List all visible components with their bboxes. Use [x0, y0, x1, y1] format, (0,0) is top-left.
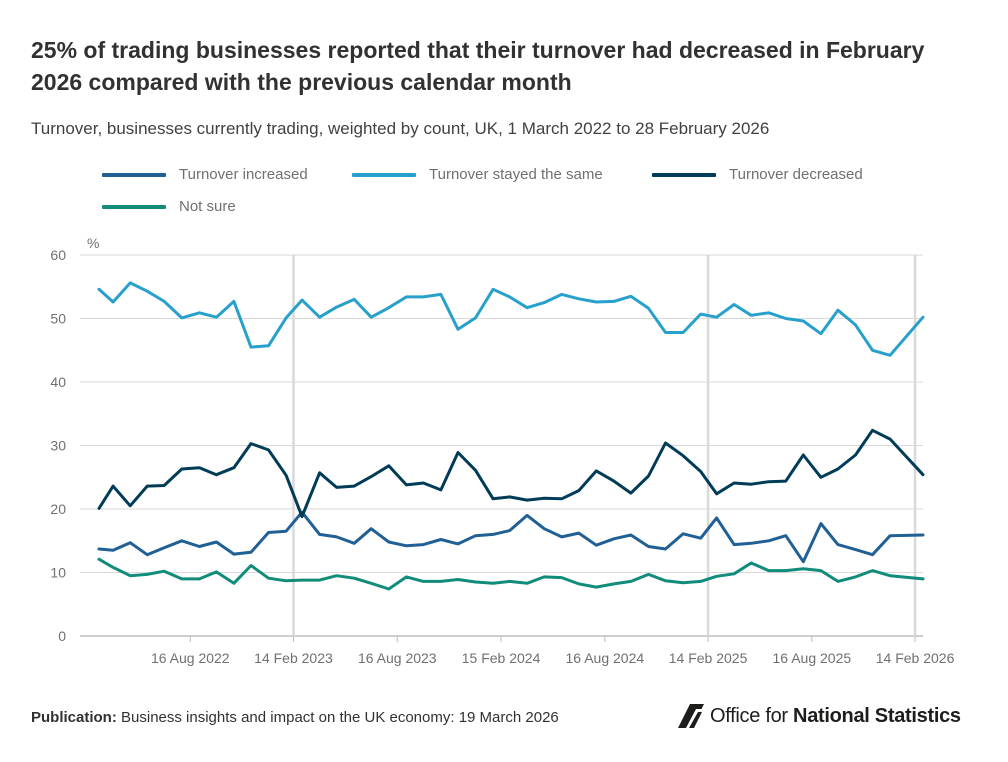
series-line-increased — [97, 510, 925, 564]
series-line-not-sure — [97, 557, 925, 591]
publication-label: Publication: — [31, 709, 117, 726]
legend-swatch-decreased — [652, 172, 716, 177]
series-line-same — [97, 281, 925, 357]
x-tick-label-1: 14 Feb 2023 — [254, 650, 333, 666]
legend-swatch-increased — [102, 172, 166, 177]
chart-subtitle: Turnover, businesses currently trading, … — [31, 119, 770, 138]
y-axis-label: % — [87, 235, 99, 251]
logo-text-regular: Office for — [710, 704, 788, 727]
x-tick-label-6: 16 Aug 2025 — [773, 650, 852, 666]
y-tick-label-0: 0 — [58, 628, 66, 644]
x-tick-label-4: 16 Aug 2024 — [566, 650, 645, 666]
legend-label-same: Turnover stayed the same — [429, 166, 603, 183]
legend-label-increased: Turnover increased — [179, 166, 308, 183]
publication-footer: Publication: Business insights and impac… — [31, 709, 559, 726]
legend-item-turnover-same: Turnover stayed the same — [352, 166, 603, 183]
y-tick-label-10: 10 — [50, 565, 66, 581]
legend-item-turnover-increased: Turnover increased — [102, 166, 308, 183]
chart-title: 25% of trading businesses reported that … — [31, 37, 925, 95]
legend-item-turnover-decreased: Turnover decreased — [652, 166, 863, 183]
y-tick-label-60: 60 — [50, 247, 66, 263]
publication-text: Business insights and impact on the UK e… — [121, 709, 559, 726]
legend-label-not-sure: Not sure — [179, 198, 236, 215]
ons-logo: Office for National Statistics — [676, 702, 961, 730]
y-tick-label-20: 20 — [50, 501, 66, 517]
legend-swatch-not-sure — [102, 204, 166, 209]
line-chart: % 0 10 20 30 40 50 60 16 Aug 2022 14 Feb 2023 16 A… — [50, 235, 955, 666]
ons-logo-text: Office for National Statistics — [710, 705, 961, 728]
y-tick-label-30: 30 — [50, 438, 66, 454]
legend-label-decreased: Turnover decreased — [729, 166, 863, 183]
logo-text-bold: National Statistics — [793, 704, 961, 727]
x-tick-label-3: 15 Feb 2024 — [462, 650, 541, 666]
x-tick-label-7: 14 Feb 2026 — [876, 650, 955, 666]
x-tick-label-2: 16 Aug 2023 — [358, 650, 437, 666]
legend-item-not-sure: Not sure — [102, 198, 236, 215]
series-line-decreased — [97, 428, 925, 519]
x-tick-label-0: 16 Aug 2022 — [151, 650, 230, 666]
x-tick-label-5: 14 Feb 2025 — [669, 650, 748, 666]
y-tick-label-50: 50 — [50, 311, 66, 327]
y-tick-label-40: 40 — [50, 374, 66, 390]
legend-swatch-same — [352, 172, 416, 177]
ons-logo-icon — [678, 704, 704, 728]
